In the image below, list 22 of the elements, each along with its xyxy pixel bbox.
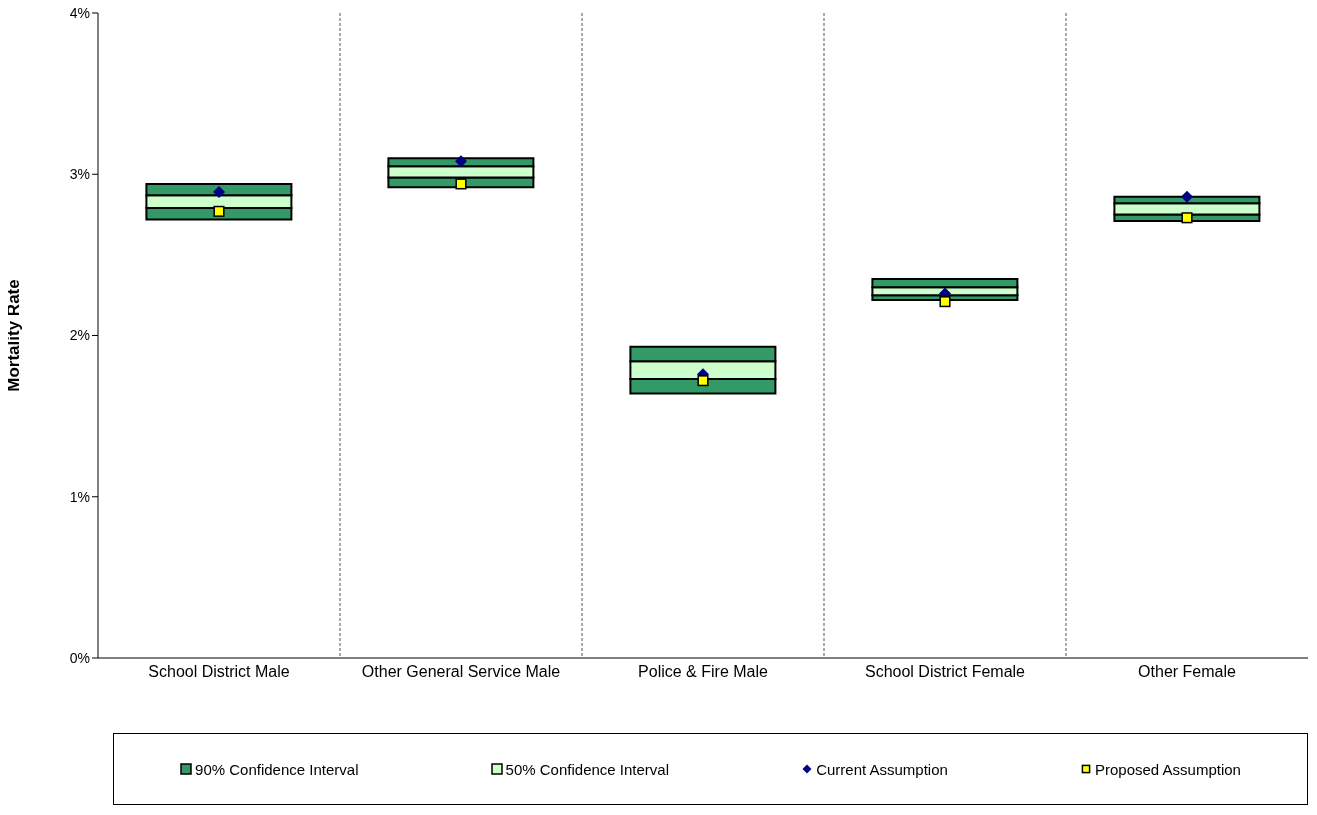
y-tick-label: 3%: [69, 166, 90, 183]
x-tick-label: Police & Fire Male: [638, 663, 769, 681]
point: [1181, 190, 1193, 203]
point: [213, 185, 225, 198]
point: [455, 178, 467, 190]
x-tick-label: School District Female: [864, 663, 1026, 681]
y-tick-label: 4%: [69, 4, 90, 21]
legend-label: Proposed Assumption: [1094, 760, 1241, 778]
legend-label: Current Assumption: [816, 760, 948, 778]
point: [455, 155, 467, 168]
legend-label: 50% Confidence Interval: [505, 760, 670, 778]
point: [697, 375, 709, 387]
point: [213, 205, 225, 217]
point: [1181, 212, 1193, 224]
point: [939, 296, 951, 308]
x-tick-label: School District Male: [148, 663, 290, 681]
y-tick-label: 0%: [69, 649, 90, 666]
legend-label: 90% Confidence Interval: [195, 760, 359, 778]
x-tick-label: Other General Service Male: [361, 663, 561, 681]
x-tick-label: Other Female: [1138, 663, 1237, 681]
y-tick-label: 2%: [69, 327, 90, 344]
y-tick-label: 1%: [69, 488, 90, 505]
